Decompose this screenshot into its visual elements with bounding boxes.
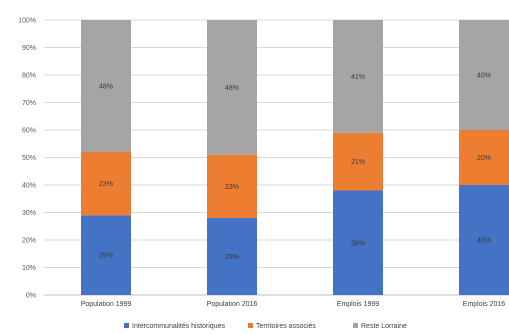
y-tick-label: 0%	[26, 293, 36, 300]
legend-swatch	[124, 323, 129, 328]
data-label: 29%	[99, 253, 113, 260]
data-label: 48%	[225, 85, 239, 92]
bar-segment	[81, 215, 131, 295]
data-label: 23%	[99, 181, 113, 188]
legend: Intercommunalités historiques Territoires…	[124, 323, 407, 330]
bar-segment	[459, 20, 509, 130]
y-tick-label: 60%	[22, 128, 36, 135]
category-label: Emplois 1999	[337, 301, 380, 308]
bar-segment	[207, 20, 257, 155]
legend-entry: Intercommunalités historiques	[132, 323, 225, 330]
y-tick-label: 50%	[22, 155, 36, 162]
legend-swatch	[248, 323, 253, 328]
y-tick-label: 30%	[22, 210, 36, 217]
data-label: 20%	[477, 155, 491, 162]
category-label: Population 1999	[81, 301, 132, 308]
bar-segment	[459, 185, 509, 295]
bar-segment	[81, 152, 131, 216]
x-axis-categories: Population 1999 Population 2016 Emplois 19…	[81, 301, 506, 308]
y-tick-label: 40%	[22, 183, 36, 190]
y-tick-label: 80%	[22, 73, 36, 80]
bars: 29% 23% 48% 29% 23% 48% 38% 21% 41% 40% 20% 40%	[81, 20, 509, 295]
legend-entry: Reste Lorraine	[361, 323, 407, 330]
y-tick-label: 10%	[22, 265, 36, 272]
category-label: Population 2016	[207, 301, 258, 308]
bar-segment	[81, 20, 131, 152]
bar-segment	[207, 154, 257, 218]
bar-segment	[333, 190, 383, 295]
y-tick-label: 100%	[18, 18, 36, 25]
legend-swatch	[353, 323, 358, 328]
bar-segment	[459, 130, 509, 185]
data-label: 48%	[99, 84, 113, 91]
data-label: 40%	[477, 238, 491, 245]
y-axis-ticks: 0% 10% 20% 30% 40% 50% 60% 70% 80% 90% 100%	[18, 18, 36, 300]
bar-segment	[333, 132, 383, 191]
bar-segment	[207, 218, 257, 295]
data-label: 29%	[225, 254, 239, 261]
bar-segment	[333, 20, 383, 133]
y-tick-label: 70%	[22, 100, 36, 107]
data-label: 23%	[225, 184, 239, 191]
category-label: Emplois 2016	[463, 301, 506, 308]
data-label: 40%	[477, 73, 491, 80]
y-tick-label: 20%	[22, 238, 36, 245]
data-label: 41%	[351, 74, 365, 81]
data-label: 21%	[351, 159, 365, 166]
y-tick-label: 90%	[22, 45, 36, 52]
legend-entry: Territoires associés	[256, 323, 316, 330]
data-label: 38%	[351, 240, 365, 247]
